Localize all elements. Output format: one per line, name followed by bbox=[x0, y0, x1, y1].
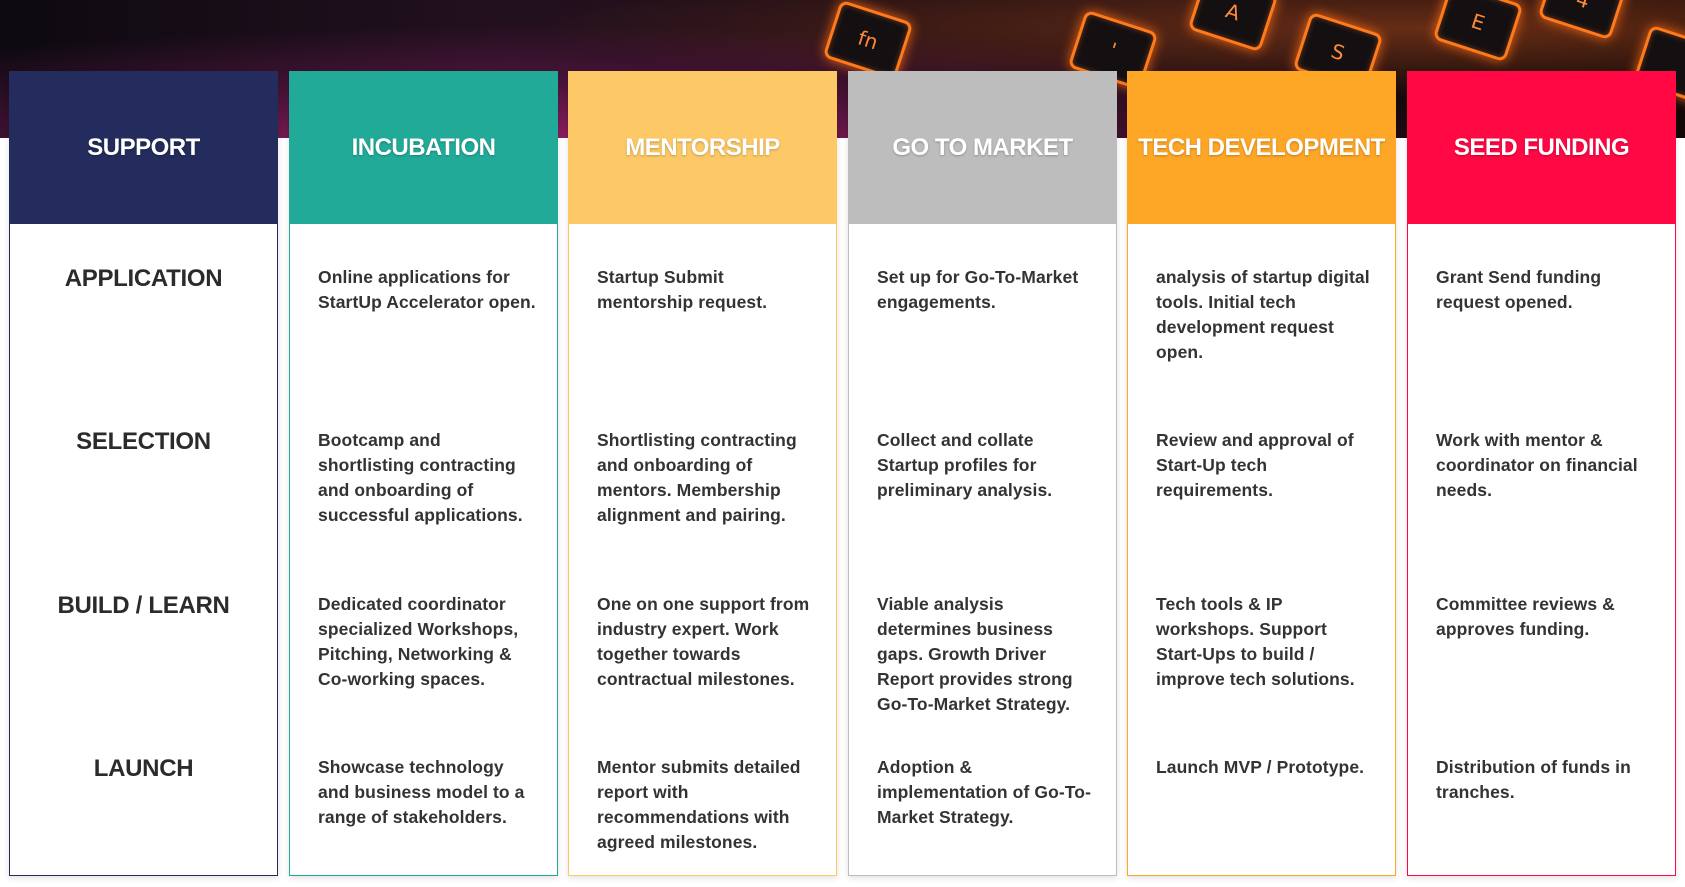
go-to-market-column: GO TO MARKET Set up for Go-To-Market eng… bbox=[848, 71, 1117, 876]
keyboard-key: E bbox=[1432, 0, 1524, 63]
stage-application: APPLICATION bbox=[64, 265, 223, 292]
seed-funding-build-learn-cell: Committee reviews & approves funding. bbox=[1436, 594, 1615, 639]
support-column: SUPPORT APPLICATION SELECTION BUILD / LE… bbox=[9, 71, 278, 876]
go-to-market-build-learn-cell: Viable analysis determines business gaps… bbox=[877, 594, 1073, 714]
seed-funding-selection-cell: Work with mentor & coordinator on financ… bbox=[1436, 430, 1638, 500]
mentorship-selection-cell: Shortlisting contracting and onboarding … bbox=[597, 430, 797, 525]
incubation-title: INCUBATION bbox=[351, 134, 496, 161]
go-to-market-launch-cell: Adoption & implementation of Go-To-Marke… bbox=[877, 757, 1091, 827]
seed-funding-application-cell: Grant Send funding request opened. bbox=[1436, 267, 1602, 312]
incubation-selection-cell: Bootcamp and shortlisting contracting an… bbox=[318, 430, 523, 525]
support-title: SUPPORT bbox=[87, 134, 200, 161]
tech-development-build-learn-cell: Tech tools & IP workshops. Support Start… bbox=[1156, 594, 1355, 689]
tech-development-launch-cell: Launch MVP / Prototype. bbox=[1156, 757, 1365, 777]
go-to-market-selection-cell: Collect and collate Startup profiles for… bbox=[877, 430, 1053, 500]
stage-build-learn: BUILD / LEARN bbox=[57, 592, 230, 619]
mentorship-application-cell: Startup Submit mentorship request. bbox=[597, 267, 768, 312]
mentorship-build-learn-cell: One on one support from industry expert.… bbox=[597, 594, 810, 689]
tech-development-application-cell: analysis of startup digital tools. Initi… bbox=[1156, 267, 1370, 362]
go-to-market-header: GO TO MARKET bbox=[849, 72, 1116, 224]
incubation-launch-cell: Showcase technology and business model t… bbox=[318, 757, 525, 827]
incubation-application-cell: Online applications for StartUp Accelera… bbox=[318, 267, 536, 312]
tech-development-header: TECH DEVELOPMENT bbox=[1128, 72, 1395, 224]
seed-funding-column: SEED FUNDING Grant Send funding request … bbox=[1407, 71, 1676, 876]
seed-funding-header: SEED FUNDING bbox=[1408, 72, 1675, 224]
keyboard-key: A bbox=[1187, 0, 1279, 53]
tech-development-title: TECH DEVELOPMENT bbox=[1138, 134, 1385, 161]
mentorship-title: MENTORSHIP bbox=[625, 134, 780, 161]
stage-launch: LAUNCH bbox=[93, 755, 194, 782]
go-to-market-application-cell: Set up for Go-To-Market engagements. bbox=[877, 267, 1079, 312]
mentorship-header: MENTORSHIP bbox=[569, 72, 836, 224]
support-header: SUPPORT bbox=[10, 72, 277, 224]
incubation-header: INCUBATION bbox=[290, 72, 557, 224]
tech-development-selection-cell: Review and approval of Start-Up tech req… bbox=[1156, 430, 1354, 500]
mentorship-launch-cell: Mentor submits detailed report with reco… bbox=[597, 757, 801, 852]
keyboard-key: 4 bbox=[1537, 0, 1629, 41]
incubation-column: INCUBATION Online applications for Start… bbox=[289, 71, 558, 876]
mentorship-column: MENTORSHIP Startup Submit mentorship req… bbox=[568, 71, 837, 876]
stage-selection: SELECTION bbox=[76, 428, 211, 455]
seed-funding-launch-cell: Distribution of funds in tranches. bbox=[1436, 757, 1631, 802]
incubation-build-learn-cell: Dedicated coordinator specialized Worksh… bbox=[318, 594, 519, 689]
hero-keyboard-banner: fn ' A S E 4 bbox=[0, 0, 1685, 138]
seed-funding-title: SEED FUNDING bbox=[1453, 134, 1630, 161]
go-to-market-title: GO TO MARKET bbox=[892, 134, 1073, 161]
tech-development-column: TECH DEVELOPMENT analysis of startup dig… bbox=[1127, 71, 1396, 876]
keyboard-key: fn bbox=[822, 0, 914, 81]
